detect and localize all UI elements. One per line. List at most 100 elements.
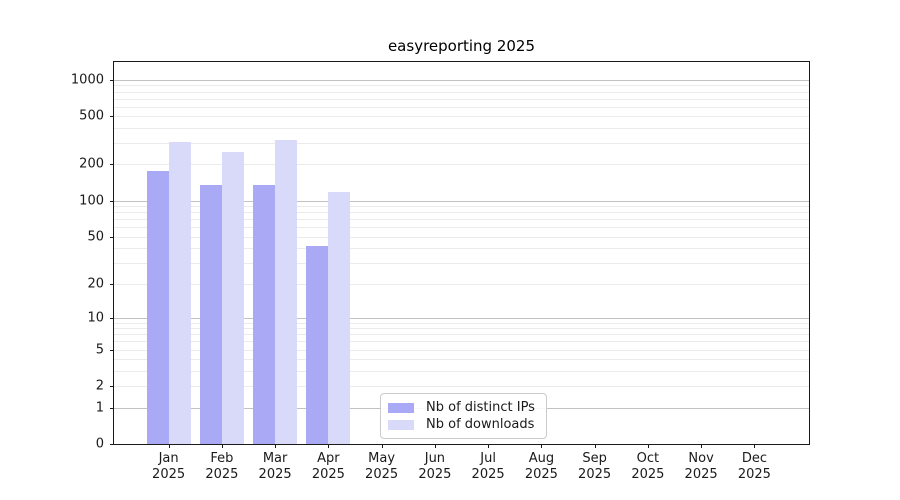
x-tick-label: Oct 2025: [631, 451, 664, 483]
y-tick-mark: [110, 236, 114, 238]
y-tick-label: 100: [79, 193, 104, 209]
minor-gridline: [114, 328, 809, 330]
x-tick-label: Feb 2025: [205, 451, 238, 483]
minor-gridline: [114, 386, 809, 388]
x-tick-month: Mar: [262, 451, 288, 466]
bar-downloads: [168, 142, 191, 444]
x-tick-mark: [701, 444, 703, 448]
minor-gridline: [114, 370, 809, 372]
minor-gridline: [114, 236, 809, 238]
minor-gridline: [114, 349, 809, 351]
x-tick-year: 2025: [418, 467, 452, 482]
y-tick-label: 1000: [70, 72, 104, 88]
x-tick-month: Sep: [582, 451, 607, 466]
x-tick-label: Jan 2025: [152, 451, 185, 483]
x-tick-label: Dec 2025: [738, 451, 771, 483]
x-tick-label: Jul 2025: [472, 451, 505, 483]
chart-title: easyreporting 2025: [387, 37, 536, 55]
x-tick-mark: [275, 444, 277, 448]
x-tick-month: Apr: [317, 451, 340, 466]
x-tick-mark: [541, 444, 543, 448]
x-tick-month: Jun: [424, 451, 446, 466]
bar-downloads: [275, 140, 298, 444]
minor-gridline: [114, 334, 809, 336]
minor-gridline: [114, 359, 809, 361]
minor-gridline: [114, 262, 809, 264]
x-tick-year: 2025: [524, 467, 558, 482]
minor-gridline: [114, 341, 809, 343]
x-tick-mark: [647, 444, 649, 448]
legend-item: Nb of distinct IPs: [388, 399, 538, 416]
legend-label: Nb of distinct IPs: [426, 400, 535, 415]
x-tick-mark: [168, 444, 170, 448]
minor-gridline: [114, 116, 809, 118]
minor-gridline: [114, 164, 809, 166]
legend-item: Nb of downloads: [388, 416, 538, 433]
y-tick-label: 1: [95, 400, 104, 415]
minor-gridline: [114, 143, 809, 145]
x-tick-year: 2025: [152, 467, 186, 482]
bar-downloads: [221, 152, 244, 444]
y-tick-mark: [110, 283, 114, 285]
y-tick-mark: [110, 317, 114, 319]
bar-downloads: [328, 192, 351, 444]
y-tick-mark: [110, 349, 114, 351]
legend-swatch: [388, 419, 414, 430]
minor-gridline: [114, 85, 809, 87]
x-tick-label: Sep 2025: [578, 451, 611, 483]
legend-swatch: [388, 402, 414, 413]
bar-distinct-ips: [253, 185, 276, 444]
bar-distinct-ips: [306, 245, 329, 444]
x-tick-month: Dec: [741, 451, 767, 466]
bar-distinct-ips: [199, 184, 222, 444]
x-tick-year: 2025: [684, 467, 718, 482]
x-tick-year: 2025: [258, 467, 292, 482]
y-tick-mark: [110, 79, 114, 81]
x-tick-year: 2025: [471, 467, 505, 482]
major-gridline: [114, 317, 809, 319]
x-tick-month: May: [368, 451, 396, 466]
x-tick-mark: [328, 444, 330, 448]
x-tick-month: Oct: [636, 451, 660, 466]
x-tick-label: Aug 2025: [525, 451, 558, 483]
x-tick-label: Mar 2025: [259, 451, 292, 483]
minor-gridline: [114, 212, 809, 214]
x-tick-month: Feb: [210, 451, 234, 466]
x-tick-year: 2025: [578, 467, 612, 482]
x-axis: Jan 2025 Feb 2025 Mar 2025 Apr 2025 May 2025 Jun 20…: [113, 451, 810, 491]
y-tick-label: 200: [79, 156, 104, 172]
y-tick-label: 500: [79, 108, 104, 124]
minor-gridline: [114, 283, 809, 285]
y-tick-mark: [110, 200, 114, 202]
minor-gridline: [114, 106, 809, 108]
x-tick-month: Jan: [158, 451, 179, 466]
x-tick-label: Nov 2025: [685, 451, 718, 483]
x-tick-mark: [488, 444, 490, 448]
y-tick-mark: [110, 116, 114, 118]
x-tick-year: 2025: [631, 467, 665, 482]
y-tick-mark: [110, 444, 114, 445]
minor-gridline: [114, 227, 809, 229]
y-tick-label: 2: [95, 378, 104, 394]
y-tick-label: 10: [87, 310, 104, 326]
minor-gridline: [114, 91, 809, 93]
x-tick-year: 2025: [311, 467, 345, 482]
minor-gridline: [114, 98, 809, 100]
x-tick-year: 2025: [365, 467, 399, 482]
y-axis: 0 1 2 5 10 20 50 100 200 500 1000: [0, 61, 104, 450]
minor-gridline: [114, 128, 809, 129]
y-tick-mark: [110, 407, 114, 409]
x-tick-year: 2025: [737, 467, 771, 482]
x-tick-mark: [754, 444, 756, 448]
minor-gridline: [114, 219, 809, 221]
x-tick-label: Apr 2025: [312, 451, 345, 483]
y-tick-mark: [110, 164, 114, 166]
y-tick-label: 20: [87, 276, 104, 291]
x-tick-label: Jun 2025: [418, 451, 451, 483]
y-tick-label: 0: [95, 436, 104, 452]
x-tick-year: 2025: [205, 467, 239, 482]
y-tick-mark: [110, 386, 114, 388]
y-tick-label: 50: [87, 229, 104, 245]
minor-gridline: [114, 248, 809, 250]
